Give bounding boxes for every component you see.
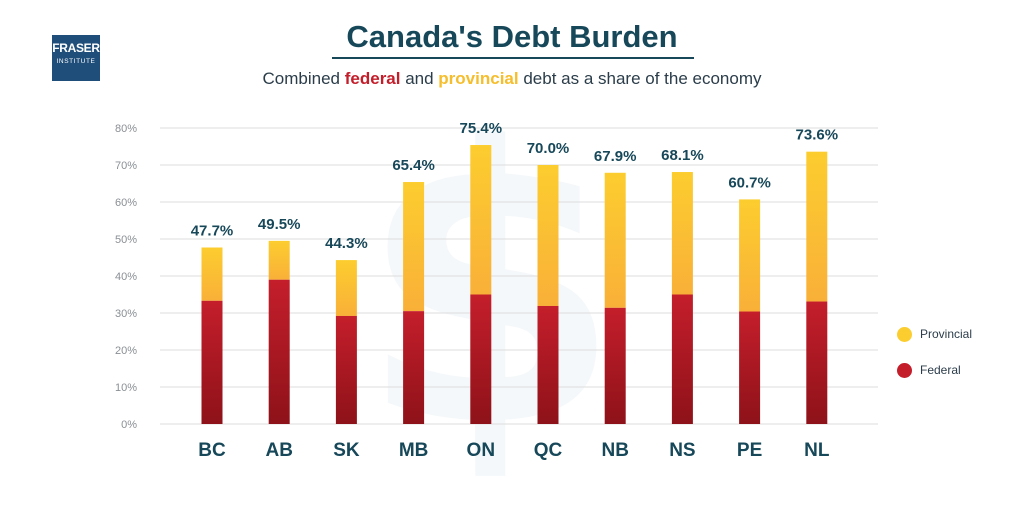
bar-provincial-on	[470, 145, 492, 295]
bar-federal-nb	[604, 307, 626, 424]
logo-line-1: FRASER	[52, 41, 100, 55]
total-label-nl: 73.6%	[796, 127, 839, 144]
legend-label-federal: Federal	[920, 363, 961, 377]
chart-title: Canada's Debt Burden	[346, 19, 678, 54]
logo-line-2: INSTITUTE	[56, 58, 96, 65]
total-label-sk: 44.3%	[325, 235, 368, 252]
bar-federal-ab	[268, 279, 290, 424]
legend-item-federal: Federal	[897, 362, 961, 378]
category-label-qc: QC	[534, 440, 563, 461]
category-label-nb: NB	[601, 440, 628, 461]
legend-swatch-provincial	[897, 326, 912, 342]
fraser-institute-logo: FRASER INSTITUTE	[52, 35, 100, 81]
bar-provincial-nl	[806, 151, 828, 302]
y-tick-label: 70%	[115, 160, 137, 172]
category-label-bc: BC	[198, 440, 226, 461]
category-label-ab: AB	[265, 440, 292, 461]
category-label-mb: MB	[399, 440, 429, 461]
y-tick-label: 30%	[115, 308, 137, 320]
total-label-qc: 70.0%	[527, 140, 570, 157]
bar-provincial-mb	[403, 182, 425, 312]
subtitle-provincial: provincial	[438, 69, 519, 88]
subtitle-federal: federal	[344, 69, 401, 88]
bar-provincial-ns	[671, 172, 693, 295]
bar-provincial-nb	[604, 172, 626, 308]
chart-subtitle: Combined federal and provincial debt as …	[0, 68, 1024, 90]
bar-provincial-ab	[268, 240, 290, 280]
y-tick-label: 60%	[115, 197, 137, 209]
bar-provincial-bc	[201, 247, 223, 301]
total-label-ab: 49.5%	[258, 216, 301, 233]
bar-federal-bc	[201, 300, 223, 424]
total-label-bc: 47.7%	[191, 223, 234, 240]
bar-provincial-qc	[537, 165, 559, 306]
category-label-pe: PE	[737, 440, 762, 461]
y-tick-label: 80%	[115, 123, 137, 135]
total-label-mb: 65.4%	[392, 157, 435, 174]
bar-federal-qc	[537, 305, 559, 424]
bar-federal-on	[470, 294, 492, 424]
subtitle-mid: and	[400, 69, 439, 88]
bar-federal-mb	[403, 311, 425, 424]
category-label-on: ON	[467, 440, 496, 461]
legend-item-provincial: Provincial	[897, 326, 972, 342]
total-label-nb: 67.9%	[594, 148, 637, 165]
y-tick-label: 20%	[115, 345, 137, 357]
bar-federal-sk	[335, 315, 357, 424]
total-label-on: 75.4%	[460, 120, 503, 137]
bar-federal-pe	[739, 311, 761, 424]
category-label-nl: NL	[804, 440, 830, 461]
subtitle-pre: Combined	[262, 69, 345, 88]
title-underline	[332, 57, 694, 59]
bar-federal-ns	[671, 294, 693, 424]
bar-provincial-pe	[739, 199, 761, 312]
y-tick-label: 10%	[115, 382, 137, 394]
legend-label-provincial: Provincial	[920, 327, 973, 341]
legend-swatch-federal	[897, 362, 912, 378]
category-label-sk: SK	[333, 440, 360, 461]
bar-provincial-sk	[335, 260, 357, 316]
subtitle-post: debt as a share of the economy	[518, 69, 762, 88]
y-tick-label: 50%	[115, 234, 137, 246]
total-label-ns: 68.1%	[661, 147, 704, 164]
category-label-ns: NS	[669, 440, 695, 461]
y-tick-label: 0%	[121, 419, 137, 431]
y-tick-label: 40%	[115, 271, 137, 283]
bar-federal-nl	[806, 301, 828, 424]
total-label-pe: 60.7%	[728, 174, 771, 191]
